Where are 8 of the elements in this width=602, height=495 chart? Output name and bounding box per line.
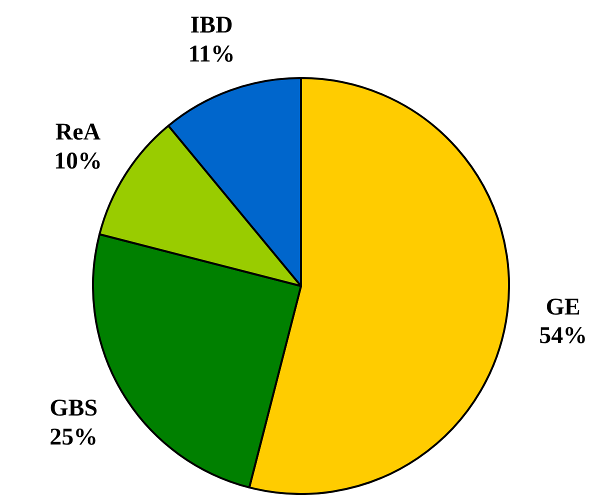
slice-label: IBD	[190, 12, 233, 39]
slice-label: ReA	[55, 120, 102, 146]
data-label: 25%	[50, 424, 98, 450]
data-label: 54%	[539, 323, 588, 350]
slice-label: GBS	[50, 396, 98, 422]
data-label: 11%	[188, 41, 235, 68]
data-label: 10%	[54, 148, 102, 174]
slice-label: GE	[546, 294, 580, 320]
